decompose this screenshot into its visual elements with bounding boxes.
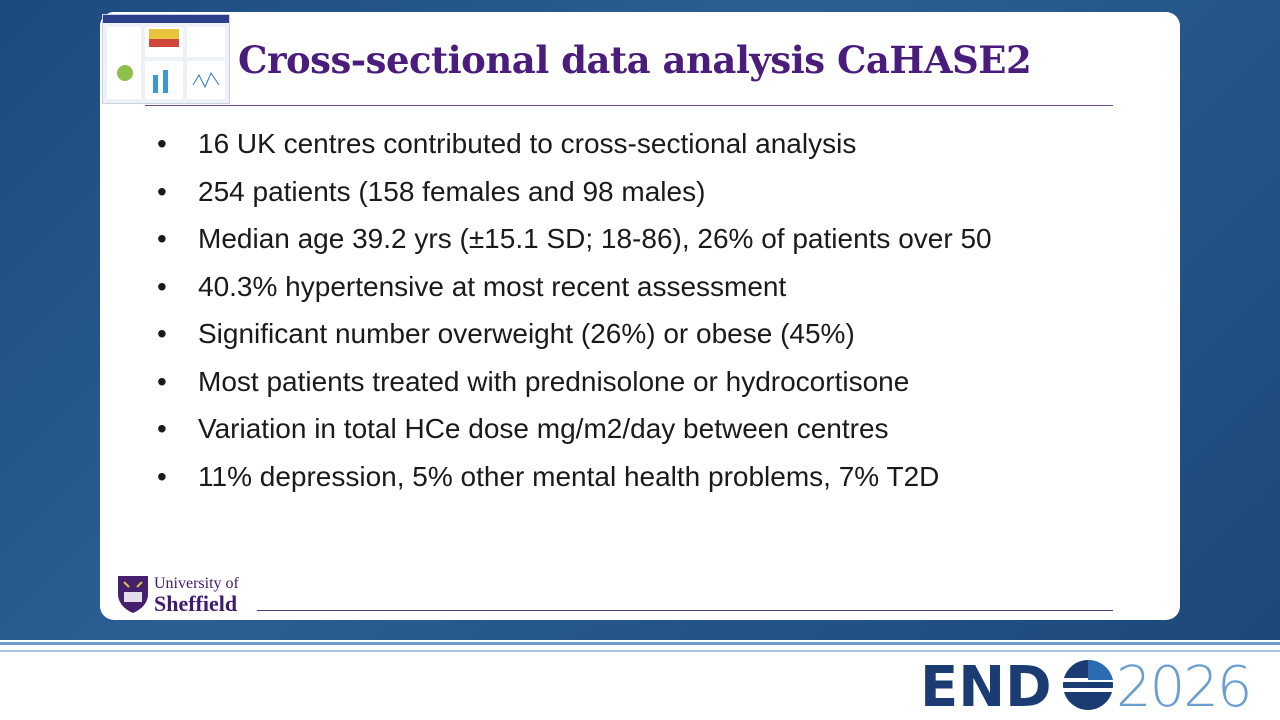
footer-stripe: [0, 642, 1280, 652]
poster-thumbnail: [102, 14, 230, 104]
divider: [257, 610, 1113, 611]
bullet-list: 16 UK centres contributed to cross-secti…: [155, 128, 992, 508]
divider: [145, 105, 1113, 106]
logo-text: University of: [154, 575, 239, 592]
university-logo: University of Sheffield: [116, 574, 239, 619]
bullet-item: Median age 39.2 yrs (±15.1 SD; 18-86), 2…: [155, 223, 992, 271]
logo-text: Sheffield: [154, 591, 238, 616]
conference-brand: END 2026: [920, 655, 1253, 720]
slide-card: Cross-sectional data analysis CaHASE2 16…: [100, 12, 1180, 620]
bullet-item: Significant number overweight (26%) or o…: [155, 318, 992, 366]
bullet-item: Most patients treated with prednisolone …: [155, 366, 992, 414]
bullet-item: Variation in total HCe dose mg/m2/day be…: [155, 413, 992, 461]
shield-icon: [118, 576, 148, 613]
brand-year: 2026: [1116, 655, 1251, 720]
slide-title: Cross-sectional data analysis CaHASE2: [238, 38, 1032, 82]
globe-icon: [1063, 659, 1113, 710]
bullet-item: 254 patients (158 females and 98 males): [155, 176, 992, 224]
bullet-item: 11% depression, 5% other mental health p…: [155, 461, 992, 509]
bullet-item: 16 UK centres contributed to cross-secti…: [155, 128, 992, 176]
bullet-item: 40.3% hypertensive at most recent assess…: [155, 271, 992, 319]
brand-text: END: [920, 655, 1052, 720]
